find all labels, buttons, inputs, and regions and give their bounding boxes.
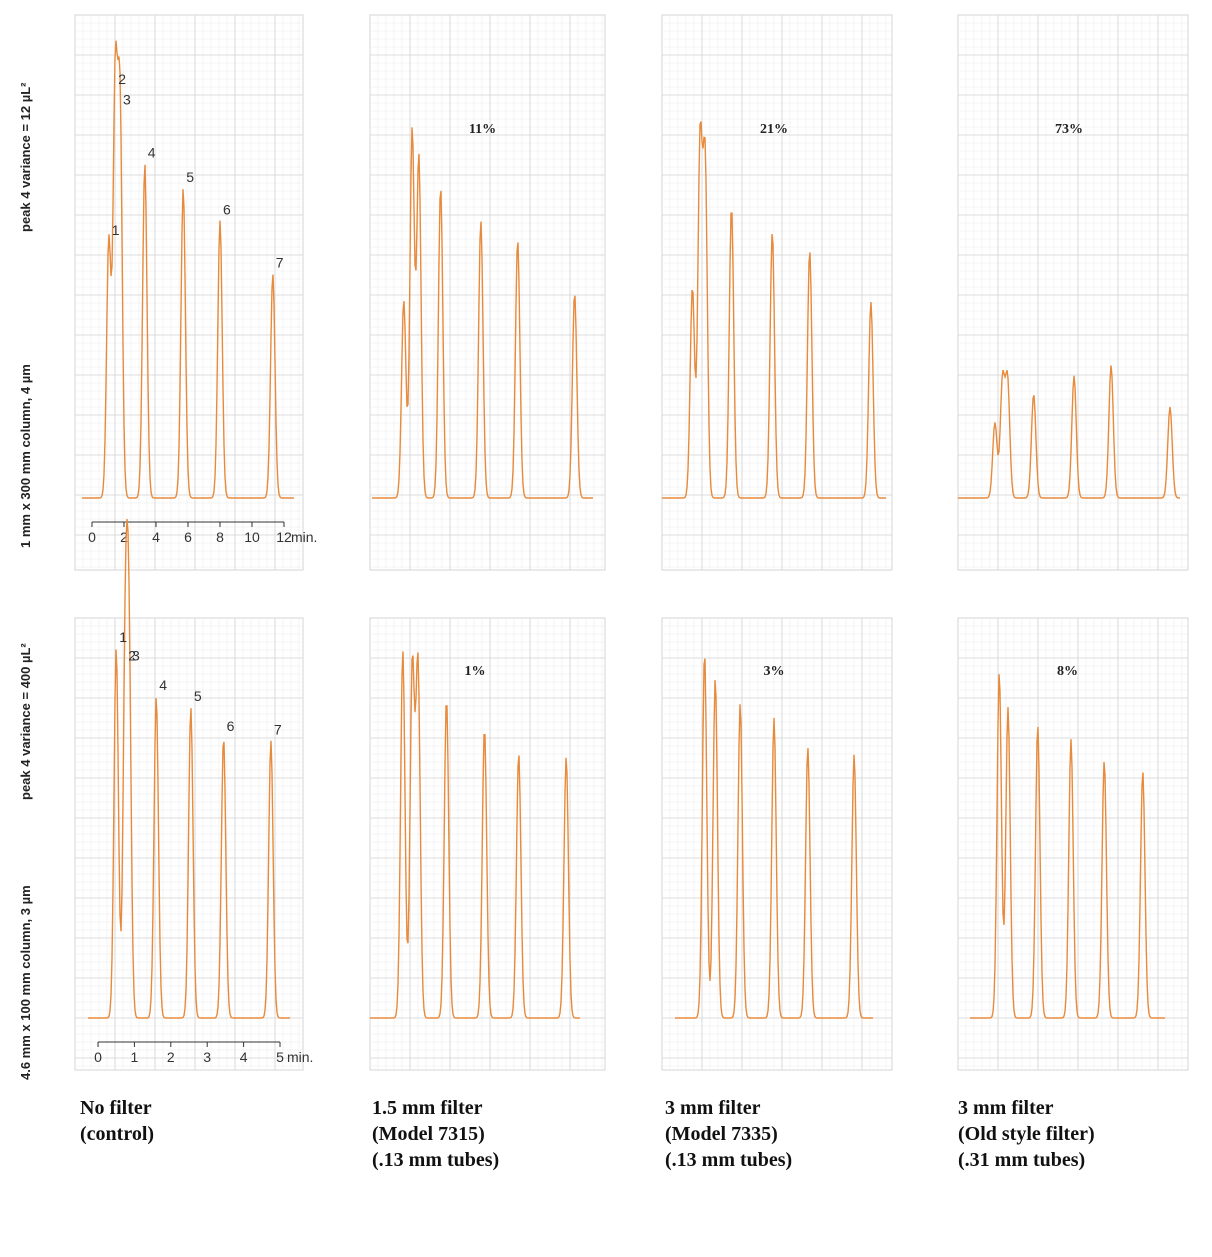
peak-label: 4 (148, 144, 156, 160)
caption-line: (.13 mm tubes) (372, 1149, 500, 1171)
caption-line: (.31 mm tubes) (958, 1149, 1086, 1171)
time-tick-label: 10 (244, 529, 260, 545)
time-tick-label: 1 (131, 1049, 139, 1065)
peak-label: 1 (119, 629, 127, 645)
chromatogram-trace (662, 121, 886, 499)
time-tick-label: 0 (94, 1049, 102, 1065)
peak-label: 5 (194, 688, 202, 704)
chromatogram-trace (958, 365, 1180, 499)
peak-label: 5 (186, 169, 194, 185)
variance-increase-label: 3% (764, 664, 785, 679)
variance-increase-label: 21% (760, 122, 788, 137)
grid-paper (957, 14, 1189, 571)
time-tick-label: 4 (152, 529, 160, 545)
time-tick-label: 6 (184, 529, 192, 545)
caption-line: (Model 7335) (665, 1123, 778, 1145)
caption-no-filter: No filter (control) (80, 1095, 154, 1147)
caption-line: (Model 7315) (372, 1123, 485, 1145)
peak-label: 2 (118, 71, 126, 87)
peak-label: 3 (132, 648, 140, 664)
caption-line: 1.5 mm filter (372, 1097, 483, 1119)
caption-old-style-filter: 3 mm filter (Old style filter) (.31 mm t… (958, 1095, 1095, 1173)
chromatogram-trace (675, 658, 873, 1019)
time-tick-label: 2 (167, 1049, 175, 1065)
time-axis-unit: min. (291, 529, 317, 545)
peak-label: 2 (128, 648, 136, 664)
caption-line: (.13 mm tubes) (665, 1149, 793, 1171)
variance-increase-label: 11% (469, 122, 496, 137)
peak-label: 7 (276, 255, 284, 271)
time-tick-label: 12 (276, 529, 292, 545)
chromatogram-trace (88, 518, 290, 1019)
peak-label: 7 (274, 722, 282, 738)
time-tick-label: 4 (240, 1049, 248, 1065)
chromatogram-trace (370, 651, 580, 1019)
time-tick-label: 3 (203, 1049, 211, 1065)
time-tick-label: 5 (276, 1049, 284, 1065)
time-tick-label: 2 (120, 529, 128, 545)
peak-label: 3 (123, 91, 131, 107)
caption-1-5mm-filter: 1.5 mm filter (Model 7315) (.13 mm tubes… (372, 1095, 499, 1173)
chromatogram-trace (970, 674, 1165, 1019)
variance-increase-label: 8% (1057, 664, 1078, 679)
time-tick-label: 0 (88, 529, 96, 545)
chromatogram-trace (82, 40, 294, 499)
peak-label: 1 (112, 222, 120, 238)
peak-label: 4 (159, 677, 167, 693)
caption-line: (control) (80, 1123, 155, 1145)
chromatogram-trace (372, 127, 593, 499)
peak-label: 6 (223, 202, 231, 218)
caption-line: (Old style filter) (958, 1123, 1095, 1145)
peak-label: 6 (227, 718, 235, 734)
caption-3mm-filter: 3 mm filter (Model 7335) (.13 mm tubes) (665, 1095, 792, 1173)
caption-line: 3 mm filter (665, 1097, 761, 1119)
caption-line: No filter (80, 1097, 152, 1119)
caption-line: 3 mm filter (958, 1097, 1054, 1119)
variance-increase-label: 1% (465, 664, 486, 679)
time-axis-unit: min. (287, 1049, 313, 1065)
variance-increase-label: 73% (1055, 122, 1083, 137)
time-tick-label: 8 (216, 529, 224, 545)
